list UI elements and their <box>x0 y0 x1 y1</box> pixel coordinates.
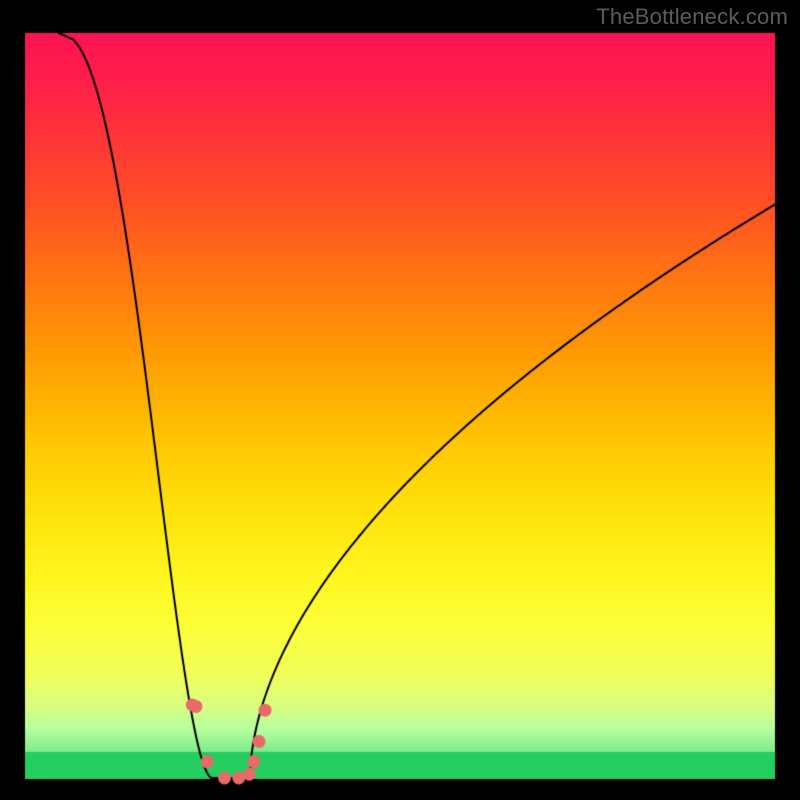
watermark-label: TheBottleneck.com <box>596 4 788 30</box>
chart-stage: TheBottleneck.com <box>0 0 800 800</box>
bottleneck-chart-canvas <box>0 0 800 800</box>
